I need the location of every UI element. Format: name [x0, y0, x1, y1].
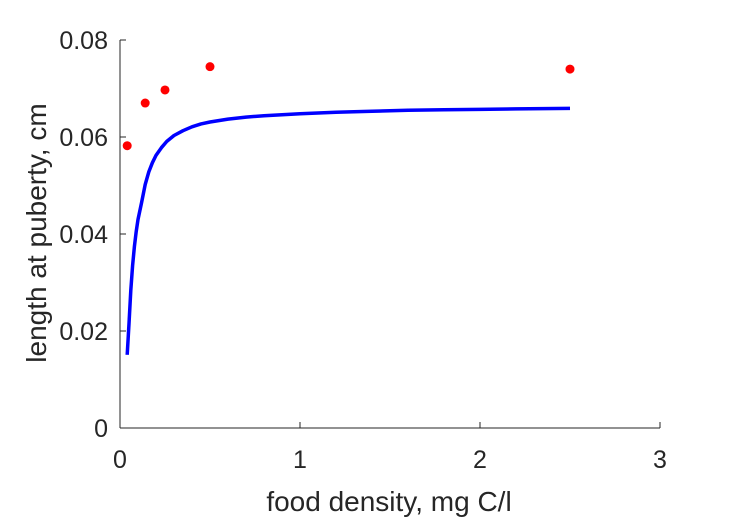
data-point [122, 141, 132, 151]
data-point [205, 62, 215, 72]
data-point [160, 85, 170, 95]
ticks: 0 1 2 3 0 0.02 0.04 0.06 0.08 [59, 27, 667, 474]
x-tick-label: 1 [293, 446, 307, 474]
data-point [140, 98, 150, 108]
axes [119, 40, 660, 429]
y-tick-label: 0 [94, 415, 108, 443]
y-tick-label: 0.04 [59, 221, 108, 249]
y-tick-label: 0.06 [59, 124, 108, 152]
x-tick-label: 3 [653, 446, 667, 474]
x-tick-label: 0 [113, 446, 127, 474]
y-tick-label: 0.02 [59, 318, 108, 346]
data-point [565, 64, 575, 74]
x-tick-label: 2 [473, 446, 487, 474]
plot-area [122, 62, 575, 355]
fit-curve-line [125, 106, 571, 355]
y-axis-label: length at puberty, cm [21, 103, 52, 362]
y-tick-label: 0.08 [59, 27, 108, 55]
x-axis-label: food density, mg C/l [266, 486, 511, 517]
